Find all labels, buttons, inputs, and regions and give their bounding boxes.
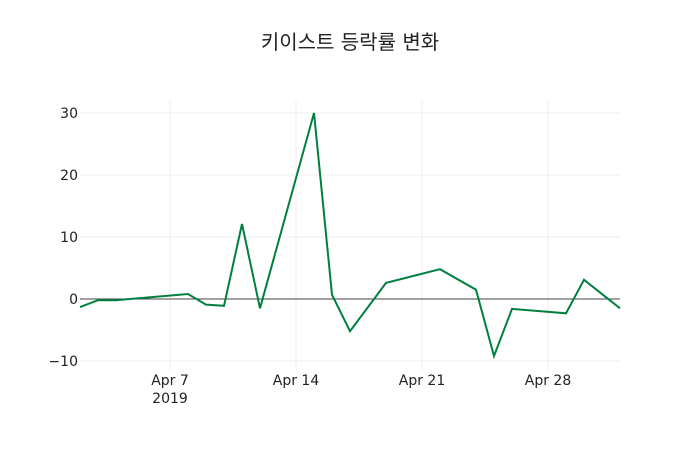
x-tick-label: Apr 21 xyxy=(399,373,445,389)
x-tick-label: Apr 7 xyxy=(151,373,189,389)
y-tick-label: 30 xyxy=(60,106,78,122)
x-tick-label: Apr 28 xyxy=(525,373,571,389)
x-tick-label: Apr 14 xyxy=(273,373,320,389)
x-tick-year-label: 2019 xyxy=(152,391,188,407)
chart-title: 키이스트 등락률 변화 xyxy=(261,30,439,54)
y-tick-label: 10 xyxy=(60,230,78,246)
y-tick-label: 20 xyxy=(60,168,78,184)
y-tick-label: −10 xyxy=(48,354,78,370)
series-line[interactable] xyxy=(79,112,621,360)
y-tick-label: 0 xyxy=(69,292,78,308)
y-axis: −10 0 10 20 30 xyxy=(48,106,78,370)
x-axis: Apr 7 2019 Apr 14 Apr 21 Apr 28 xyxy=(151,373,571,407)
grid-lines xyxy=(80,100,620,370)
